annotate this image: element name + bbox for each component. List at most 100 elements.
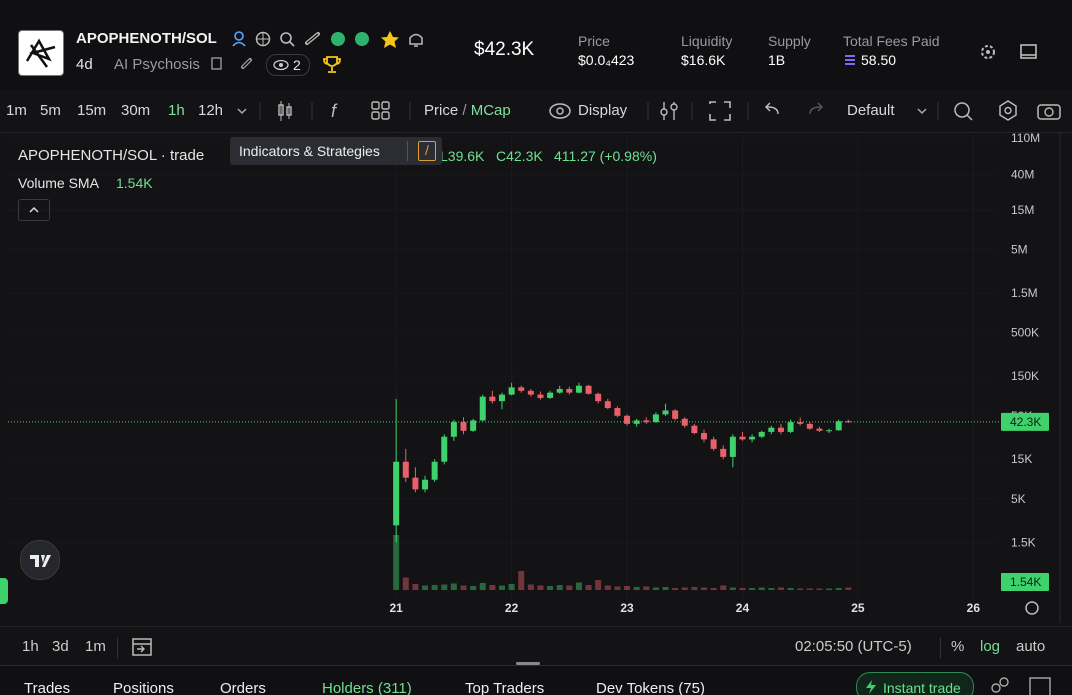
candle-body	[710, 439, 717, 449]
y-tick-label: 500K	[1011, 326, 1039, 340]
volume-bar	[566, 585, 573, 590]
separator: /	[462, 102, 467, 119]
tab-active[interactable]: Holders (311)	[322, 680, 412, 695]
price-option[interactable]: Price	[424, 102, 459, 119]
toolbar-icons-2[interactable]	[644, 98, 834, 124]
svg-text:f: f	[331, 101, 338, 121]
volume-bar	[431, 585, 438, 590]
volume-bar	[826, 588, 833, 590]
mcap-option[interactable]: MCap	[470, 102, 511, 119]
volume-bar	[402, 577, 409, 590]
toolbar: 1m 5m 15m 30m 1h 12h f Price / MCap Disp…	[0, 90, 1072, 133]
interval[interactable]: 12h	[198, 102, 224, 119]
layout-select[interactable]: Default	[847, 102, 895, 119]
tv-logo[interactable]	[20, 540, 60, 580]
volume-bar	[508, 584, 515, 590]
header-actions[interactable]	[978, 43, 1038, 63]
range[interactable]: 1m	[85, 638, 106, 655]
volume-bar	[604, 585, 611, 590]
candle-body	[826, 430, 833, 432]
candle-body	[547, 392, 554, 398]
candle-body	[450, 422, 457, 437]
volume-bar	[393, 535, 400, 590]
volume-bar	[672, 588, 679, 590]
sol-icon	[845, 55, 855, 65]
interval[interactable]: 30m	[121, 102, 151, 119]
volume-bar	[479, 583, 486, 590]
display-button[interactable]: Display	[578, 102, 628, 119]
volume-title: Volume SMA	[18, 175, 99, 191]
volume-bar	[643, 586, 650, 590]
token-avatar[interactable]	[18, 30, 64, 76]
tab[interactable]: Dev Tokens (75)	[596, 680, 705, 695]
interval-active[interactable]: 1h	[168, 102, 185, 119]
y-tick-label: 40M	[1011, 168, 1034, 182]
stat-label: Total Fees Paid	[843, 33, 940, 49]
candle-body	[566, 389, 573, 393]
toolbar-icons[interactable]: f	[234, 98, 424, 124]
collapse-button[interactable]	[18, 199, 50, 221]
candle-body	[431, 461, 438, 480]
toolbar-icons-3[interactable]	[914, 98, 1072, 124]
auto-toggle[interactable]: auto	[1016, 638, 1046, 655]
candle-body	[835, 421, 842, 431]
volume-bar	[845, 587, 852, 590]
market-cap: $42.3K	[474, 39, 535, 60]
percent-toggle[interactable]: %	[951, 638, 965, 655]
token-name[interactable]: APOPHENOTH/SOL	[76, 30, 217, 47]
token-tag[interactable]: AI Psychosis	[114, 56, 200, 73]
y-tick-label: 1.5M	[1011, 286, 1038, 300]
tab[interactable]: Trades	[24, 680, 71, 695]
y-tick-label: 5M	[1011, 243, 1028, 257]
volume-bar	[614, 586, 621, 590]
candle-body	[806, 423, 813, 429]
x-tick-label: 26	[967, 601, 981, 615]
candle-body	[556, 389, 563, 393]
candle-body	[681, 418, 688, 426]
price-toggle[interactable]: Price / MCap	[424, 102, 511, 119]
candle-body	[672, 410, 679, 419]
candle-body	[604, 401, 611, 409]
volume-bar	[575, 582, 582, 590]
trophy-icon	[323, 56, 341, 73]
volume-bar	[652, 587, 659, 590]
candle-body	[797, 422, 804, 424]
interval[interactable]: 1m	[6, 102, 27, 119]
y-tick-label: 1.5K	[1011, 535, 1036, 549]
side-handle[interactable]	[0, 578, 8, 604]
volume-bar	[470, 586, 477, 590]
instant-trade[interactable]: Instant trade	[856, 672, 974, 695]
range[interactable]: 3d	[52, 638, 69, 655]
x-tick-label: 21	[389, 601, 403, 615]
range[interactable]: 1h	[22, 638, 39, 655]
watchers-count: 2	[293, 57, 301, 73]
stat-label: Liquidity	[681, 33, 733, 49]
chart-title: APOPHENOTH/SOL · trade	[18, 147, 205, 164]
candle-body	[739, 436, 746, 440]
candle-body	[575, 385, 582, 393]
tabs: Trades Positions Orders Holders (311) To…	[0, 662, 1072, 695]
watchers-pill[interactable]: 2	[266, 54, 310, 76]
volume-bar	[518, 571, 525, 590]
y-tick-label: 5K	[1011, 492, 1026, 506]
log-toggle[interactable]: log	[980, 638, 1001, 655]
ohlc-change: 411.27 (+0.98%)	[554, 148, 657, 164]
volume-bar	[749, 588, 756, 590]
volume-bar	[758, 587, 765, 590]
header: APOPHENOTH/SOL 4d AI Psychosis 2 $42.3K …	[0, 0, 1072, 91]
stat-value: $16.6K	[681, 52, 726, 68]
tab[interactable]: Positions	[113, 680, 174, 695]
volume-bar	[460, 585, 467, 590]
candle-body	[652, 414, 659, 423]
tab[interactable]: Top Traders	[465, 680, 545, 695]
candle-body	[816, 428, 823, 431]
date-range-icon[interactable]	[130, 636, 156, 660]
tab[interactable]: Orders	[220, 680, 266, 695]
interval[interactable]: 15m	[77, 102, 107, 119]
tab-icons[interactable]	[988, 676, 1072, 695]
interval[interactable]: 5m	[40, 102, 61, 119]
volume-bar	[441, 584, 448, 590]
volume-bar	[816, 588, 823, 590]
volume-bar	[585, 585, 592, 590]
